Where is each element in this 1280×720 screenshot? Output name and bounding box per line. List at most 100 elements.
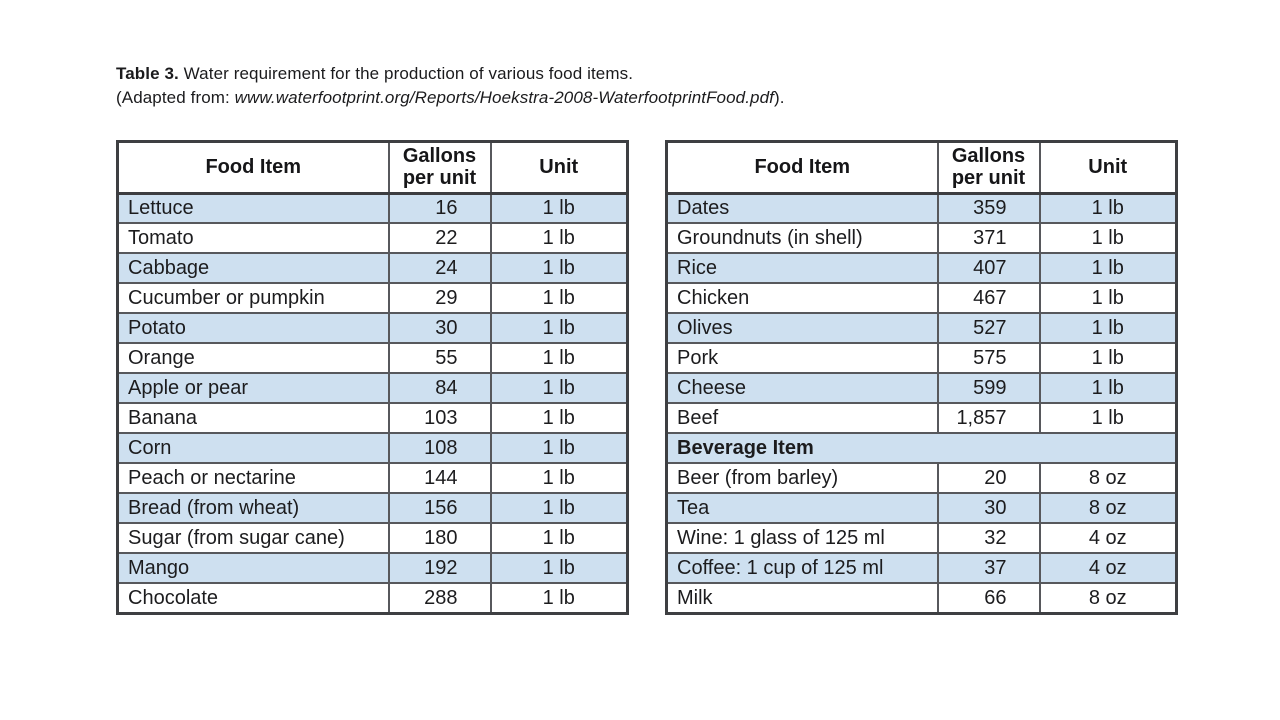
- table-caption: Table 3. Water requirement for the produ…: [116, 62, 785, 110]
- section-header-cell: Beverage Item: [665, 432, 1178, 465]
- unit-cell: 1 lb: [489, 582, 629, 615]
- table-row: Chicken 467 1 lb: [665, 282, 1178, 315]
- table-row: Groundnuts (in shell) 371 1 lb: [665, 222, 1178, 255]
- food-item-cell: Bread (from wheat): [116, 492, 390, 525]
- food-item-cell: Beer (from barley): [665, 462, 939, 495]
- table-row: Beer (from barley) 20 8 oz: [665, 462, 1178, 495]
- column-header-unit: Unit: [489, 140, 629, 195]
- column-header-unit: Unit: [1038, 140, 1178, 195]
- gallons-value-cell: 32: [936, 522, 1041, 555]
- table-row: Lettuce 16 1 lb: [116, 192, 629, 225]
- column-header-gallons-per-unit: Gallons per unit: [387, 140, 492, 195]
- unit-cell: 1 lb: [489, 252, 629, 285]
- food-item-cell: Cucumber or pumpkin: [116, 282, 390, 315]
- column-header-food-item: Food Item: [665, 140, 939, 195]
- unit-cell: 1 lb: [489, 222, 629, 255]
- unit-cell: 1 lb: [1038, 372, 1178, 405]
- table-row: Beef 1,857 1 lb: [665, 402, 1178, 435]
- gallons-value-cell: 527: [936, 312, 1041, 345]
- unit-cell: 1 lb: [1038, 312, 1178, 345]
- gallons-value-cell: 37: [936, 552, 1041, 585]
- table-row: Cheese 599 1 lb: [665, 372, 1178, 405]
- food-item-cell: Beef: [665, 402, 939, 435]
- table-row: Potato 30 1 lb: [116, 312, 629, 345]
- food-item-cell: Apple or pear: [116, 372, 390, 405]
- food-item-cell: Tea: [665, 492, 939, 525]
- table-row: Corn 108 1 lb: [116, 432, 629, 465]
- table-row: Banana 103 1 lb: [116, 402, 629, 435]
- table-row: Mango 192 1 lb: [116, 552, 629, 585]
- table-row: Pork 575 1 lb: [665, 342, 1178, 375]
- table-row: Olives 527 1 lb: [665, 312, 1178, 345]
- gallons-value-cell: 1,857: [936, 402, 1041, 435]
- food-item-cell: Rice: [665, 252, 939, 285]
- table-header-row: Food Item Gallons per unit Unit: [116, 140, 629, 195]
- table-row: Milk 66 8 oz: [665, 582, 1178, 615]
- unit-cell: 4 oz: [1038, 552, 1178, 585]
- table-row: Wine: 1 glass of 125 ml 32 4 oz: [665, 522, 1178, 555]
- food-item-cell: Coffee: 1 cup of 125 ml: [665, 552, 939, 585]
- unit-cell: 1 lb: [489, 372, 629, 405]
- table-row: Chocolate 288 1 lb: [116, 582, 629, 615]
- gallons-value-cell: 24: [387, 252, 492, 285]
- gallons-value-cell: 599: [936, 372, 1041, 405]
- table-row: Cabbage 24 1 lb: [116, 252, 629, 285]
- unit-cell: 1 lb: [1038, 222, 1178, 255]
- table-row: Dates 359 1 lb: [665, 192, 1178, 225]
- food-item-cell: Pork: [665, 342, 939, 375]
- food-item-cell: Banana: [116, 402, 390, 435]
- unit-cell: 1 lb: [489, 552, 629, 585]
- food-item-cell: Lettuce: [116, 192, 390, 225]
- food-item-cell: Orange: [116, 342, 390, 375]
- unit-cell: 1 lb: [489, 432, 629, 465]
- food-item-cell: Cabbage: [116, 252, 390, 285]
- unit-cell: 1 lb: [1038, 402, 1178, 435]
- gallons-value-cell: 575: [936, 342, 1041, 375]
- unit-cell: 4 oz: [1038, 522, 1178, 555]
- unit-cell: 1 lb: [1038, 192, 1178, 225]
- table-row: Orange 55 1 lb: [116, 342, 629, 375]
- table-row: Rice 407 1 lb: [665, 252, 1178, 285]
- table-body-left: Lettuce 16 1 lb Tomato 22 1 lb Cabbage 24 1 lb Cu…: [116, 192, 629, 615]
- unit-cell: 1 lb: [489, 312, 629, 345]
- table-row: Tomato 22 1 lb: [116, 222, 629, 255]
- section-header-row: Beverage Item: [665, 432, 1178, 465]
- unit-cell: 1 lb: [1038, 282, 1178, 315]
- gallons-value-cell: 180: [387, 522, 492, 555]
- unit-cell: 8 oz: [1038, 582, 1178, 615]
- table-row: Sugar (from sugar cane) 180 1 lb: [116, 522, 629, 555]
- gallons-value-cell: 192: [387, 552, 492, 585]
- caption-source-suffix: ).: [773, 88, 785, 107]
- food-item-cell: Milk: [665, 582, 939, 615]
- gallons-value-cell: 84: [387, 372, 492, 405]
- caption-line-2: (Adapted from: www.waterfootprint.org/Re…: [116, 86, 785, 110]
- food-item-cell: Sugar (from sugar cane): [116, 522, 390, 555]
- caption-title: Water requirement for the production of …: [183, 64, 634, 83]
- food-table-right: Food Item Gallons per unit Unit Dates 359…: [665, 140, 1178, 615]
- table-row: Apple or pear 84 1 lb: [116, 372, 629, 405]
- caption-source-prefix: (Adapted from:: [116, 88, 235, 107]
- gallons-value-cell: 22: [387, 222, 492, 255]
- unit-cell: 1 lb: [489, 342, 629, 375]
- gallons-value-cell: 288: [387, 582, 492, 615]
- caption-line-1: Table 3. Water requirement for the produ…: [116, 62, 785, 86]
- gallons-value-cell: 371: [936, 222, 1041, 255]
- gallons-value-cell: 144: [387, 462, 492, 495]
- food-item-cell: Groundnuts (in shell): [665, 222, 939, 255]
- food-item-cell: Chicken: [665, 282, 939, 315]
- caption-label: Table 3.: [116, 64, 179, 83]
- table-row: Bread (from wheat) 156 1 lb: [116, 492, 629, 525]
- unit-cell: 1 lb: [489, 462, 629, 495]
- unit-cell: 1 lb: [489, 282, 629, 315]
- gallons-value-cell: 55: [387, 342, 492, 375]
- gallons-value-cell: 29: [387, 282, 492, 315]
- unit-cell: 1 lb: [1038, 342, 1178, 375]
- gallons-value-cell: 108: [387, 432, 492, 465]
- gallons-value-cell: 30: [936, 492, 1041, 525]
- food-item-cell: Wine: 1 glass of 125 ml: [665, 522, 939, 555]
- food-item-cell: Peach or nectarine: [116, 462, 390, 495]
- gallons-value-cell: 16: [387, 192, 492, 225]
- food-item-cell: Olives: [665, 312, 939, 345]
- gallons-value-cell: 407: [936, 252, 1041, 285]
